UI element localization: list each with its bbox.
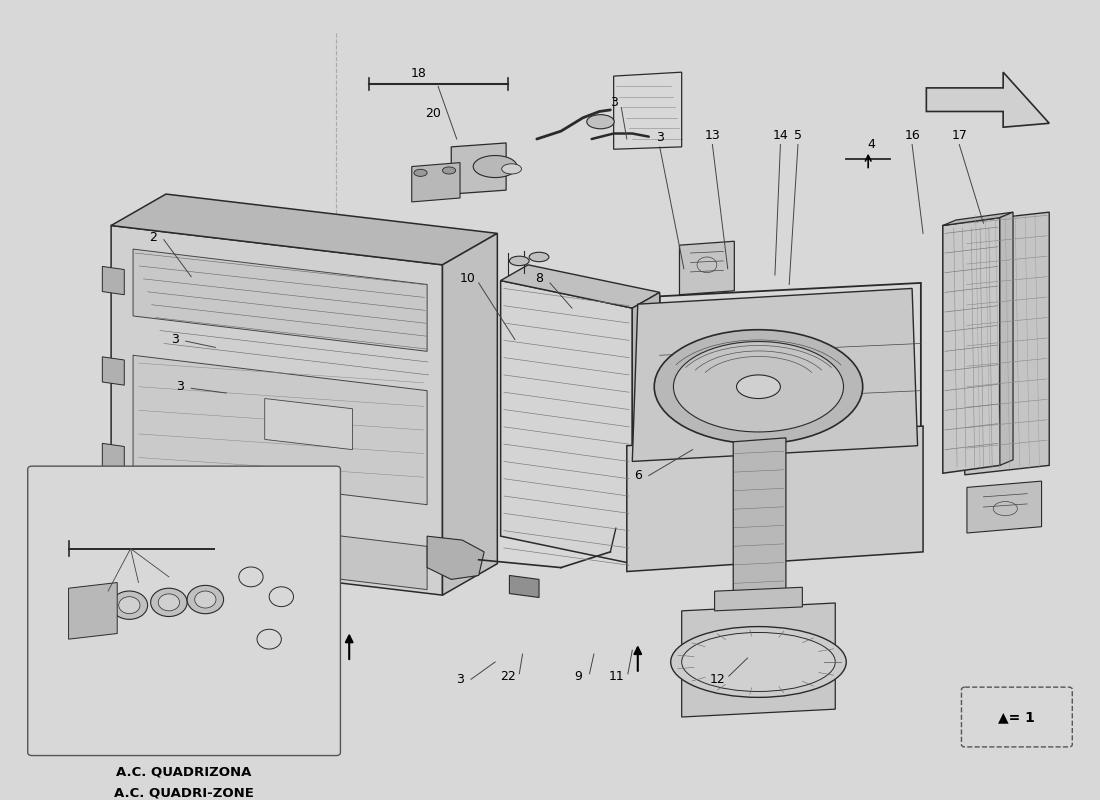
- Polygon shape: [943, 212, 1013, 226]
- Polygon shape: [715, 587, 802, 611]
- Polygon shape: [943, 218, 1000, 474]
- Text: 2: 2: [148, 231, 156, 244]
- Ellipse shape: [119, 597, 140, 614]
- Text: 17: 17: [952, 129, 967, 142]
- Text: ▲= 1: ▲= 1: [999, 710, 1035, 724]
- Polygon shape: [734, 438, 785, 595]
- Text: 13: 13: [704, 129, 720, 142]
- Text: 3: 3: [176, 380, 184, 394]
- Polygon shape: [1000, 212, 1013, 466]
- Polygon shape: [965, 212, 1049, 475]
- Text: 5: 5: [794, 129, 802, 142]
- Text: 12: 12: [710, 673, 726, 686]
- Ellipse shape: [442, 167, 455, 174]
- Text: A.C. QUADRI-ZONE: A.C. QUADRI-ZONE: [114, 787, 254, 800]
- Ellipse shape: [111, 591, 147, 619]
- Polygon shape: [500, 281, 632, 564]
- Polygon shape: [102, 357, 124, 385]
- Text: 8: 8: [535, 273, 543, 286]
- Ellipse shape: [671, 626, 846, 698]
- Ellipse shape: [529, 252, 549, 262]
- Polygon shape: [509, 575, 539, 598]
- Polygon shape: [632, 292, 660, 564]
- Polygon shape: [967, 481, 1042, 533]
- Polygon shape: [111, 226, 442, 595]
- Ellipse shape: [473, 155, 517, 178]
- Text: 3: 3: [656, 131, 663, 144]
- Ellipse shape: [502, 164, 521, 174]
- Text: 20: 20: [425, 107, 440, 120]
- Text: 6: 6: [634, 469, 641, 482]
- Text: 20: 20: [151, 562, 165, 574]
- Text: 3: 3: [609, 95, 617, 109]
- Ellipse shape: [673, 342, 844, 432]
- Text: 9: 9: [574, 670, 583, 682]
- Polygon shape: [265, 398, 352, 450]
- Polygon shape: [133, 511, 427, 590]
- Polygon shape: [680, 242, 735, 294]
- Polygon shape: [102, 443, 124, 472]
- FancyBboxPatch shape: [961, 687, 1072, 747]
- Polygon shape: [133, 355, 427, 505]
- Polygon shape: [68, 582, 118, 639]
- Polygon shape: [632, 289, 917, 462]
- Polygon shape: [102, 266, 124, 294]
- Ellipse shape: [654, 330, 862, 444]
- Polygon shape: [627, 426, 923, 571]
- Ellipse shape: [509, 256, 529, 266]
- Text: 3: 3: [170, 333, 178, 346]
- Text: 22: 22: [500, 670, 516, 682]
- Ellipse shape: [682, 633, 835, 691]
- Text: 11: 11: [609, 670, 625, 682]
- Text: 3: 3: [456, 673, 464, 686]
- Polygon shape: [442, 234, 497, 595]
- Polygon shape: [926, 72, 1049, 127]
- Text: eurocarparts: eurocarparts: [418, 378, 682, 411]
- Polygon shape: [133, 249, 427, 351]
- Text: 4: 4: [868, 138, 876, 151]
- Ellipse shape: [158, 594, 179, 611]
- Ellipse shape: [187, 586, 223, 614]
- Ellipse shape: [737, 375, 780, 398]
- Text: 14: 14: [772, 129, 789, 142]
- Text: 18: 18: [134, 530, 148, 543]
- Polygon shape: [682, 603, 835, 717]
- Ellipse shape: [414, 170, 427, 176]
- Polygon shape: [427, 536, 484, 579]
- Text: 18: 18: [410, 67, 427, 80]
- Ellipse shape: [195, 591, 216, 608]
- Text: A.C. QUADRIZONA: A.C. QUADRIZONA: [117, 766, 252, 778]
- Polygon shape: [451, 143, 506, 194]
- Ellipse shape: [586, 114, 614, 129]
- Polygon shape: [500, 265, 660, 308]
- FancyBboxPatch shape: [28, 466, 340, 755]
- Text: 10: 10: [460, 273, 475, 286]
- Ellipse shape: [151, 588, 187, 617]
- Polygon shape: [411, 162, 460, 202]
- Polygon shape: [111, 194, 497, 265]
- Text: 16: 16: [904, 129, 920, 142]
